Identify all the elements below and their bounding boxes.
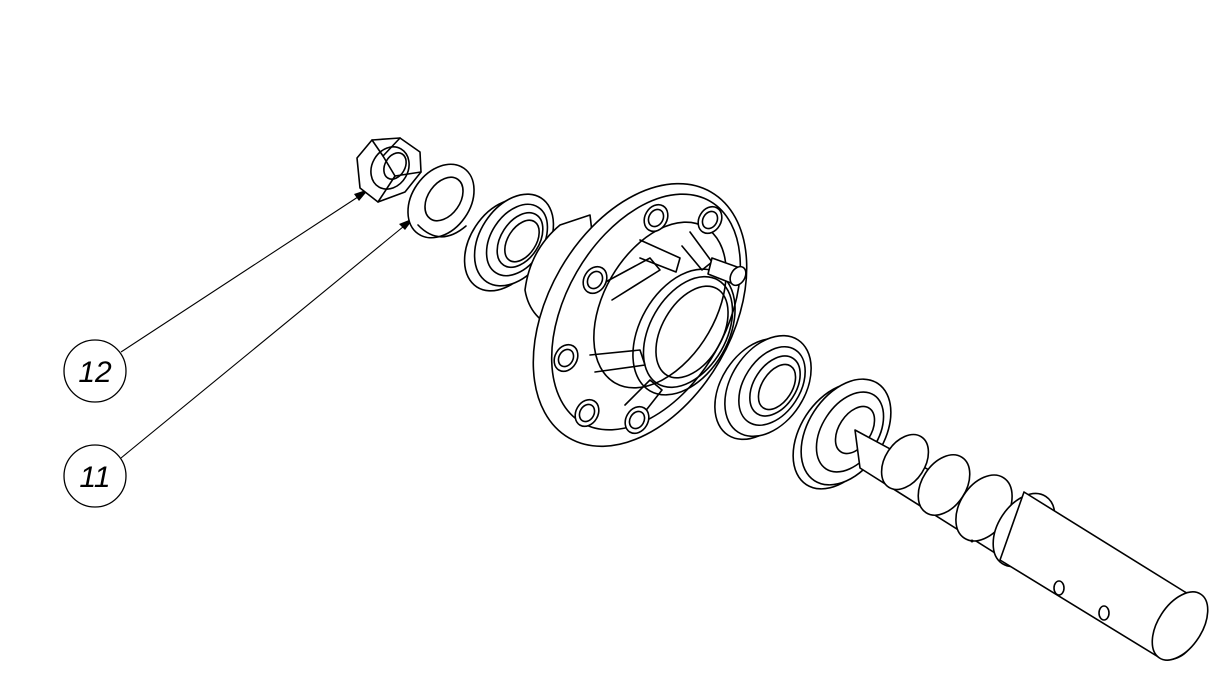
leader-line-11 bbox=[120, 218, 414, 459]
inner-bearing bbox=[714, 334, 812, 441]
hex-nut bbox=[356, 137, 422, 203]
leader-line-12 bbox=[120, 189, 369, 353]
wheel-hub bbox=[524, 182, 748, 448]
callout-12-label: 12 bbox=[78, 356, 112, 389]
callout-11-label: 11 bbox=[79, 461, 110, 494]
callout-11: 11 bbox=[63, 444, 127, 508]
washer bbox=[407, 163, 475, 239]
axle-shaft bbox=[854, 429, 1209, 661]
callout-12: 12 bbox=[63, 339, 127, 403]
